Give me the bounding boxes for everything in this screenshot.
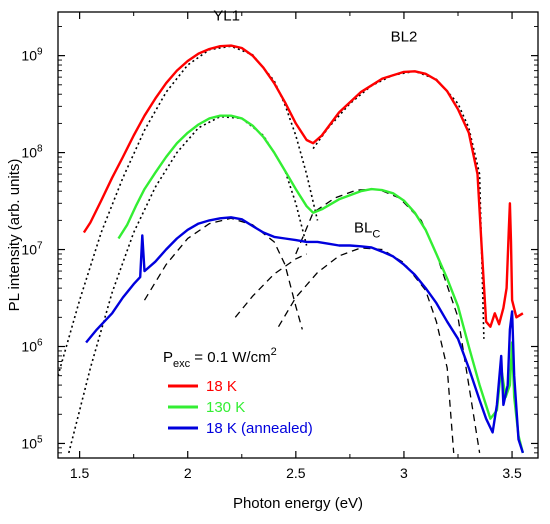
annotation-bl2: BL2: [391, 28, 418, 45]
y-tick-label: 107: [21, 241, 43, 258]
y-axis-label: PL intensity (arb. units): [6, 159, 23, 312]
legend-label: 130 K: [206, 399, 245, 416]
series-line-2: [117, 114, 525, 454]
fit-curves: [58, 45, 485, 454]
data-series: [82, 44, 525, 454]
y-tick-label: 105: [21, 434, 43, 451]
fit-curve-4: [295, 188, 481, 454]
y-tick-label: 109: [21, 47, 43, 64]
fit-curve-7: [277, 247, 455, 453]
fit-curve-2: [312, 70, 485, 339]
x-tick-label: 3: [400, 465, 408, 481]
series-line-1: [82, 44, 524, 328]
x-tick-label: 1.5: [70, 465, 90, 481]
annotation-yl1: YL1: [213, 8, 240, 25]
axis-ticks: 1.5 2 2.5 3 3.5 105 106 107 108 109: [21, 12, 538, 481]
legend-title: Pexc = 0.1 W/cm2: [163, 346, 277, 370]
annotation-blc: BLC: [354, 219, 380, 240]
legend: Pexc = 0.1 W/cm2 18 K 130 K 18 K (annealed): [163, 346, 313, 437]
series-line-3: [85, 216, 525, 454]
legend-label: 18 K: [206, 378, 237, 395]
x-tick-label: 2: [184, 465, 192, 481]
peak-annotations: YL1 BL2 BLC: [213, 8, 417, 241]
fit-curve-6: [234, 253, 307, 318]
y-tick-label: 106: [21, 338, 43, 355]
fit-curve-3: [68, 115, 308, 454]
y-tick-label: 108: [21, 144, 43, 161]
fit-curve-5: [143, 217, 303, 330]
x-axis-label: Photon energy (eV): [233, 495, 363, 512]
x-tick-label: 3.5: [502, 465, 522, 481]
legend-label: 18 K (annealed): [206, 420, 313, 437]
x-tick-label: 2.5: [286, 465, 306, 481]
plot-frame: [57, 11, 539, 459]
